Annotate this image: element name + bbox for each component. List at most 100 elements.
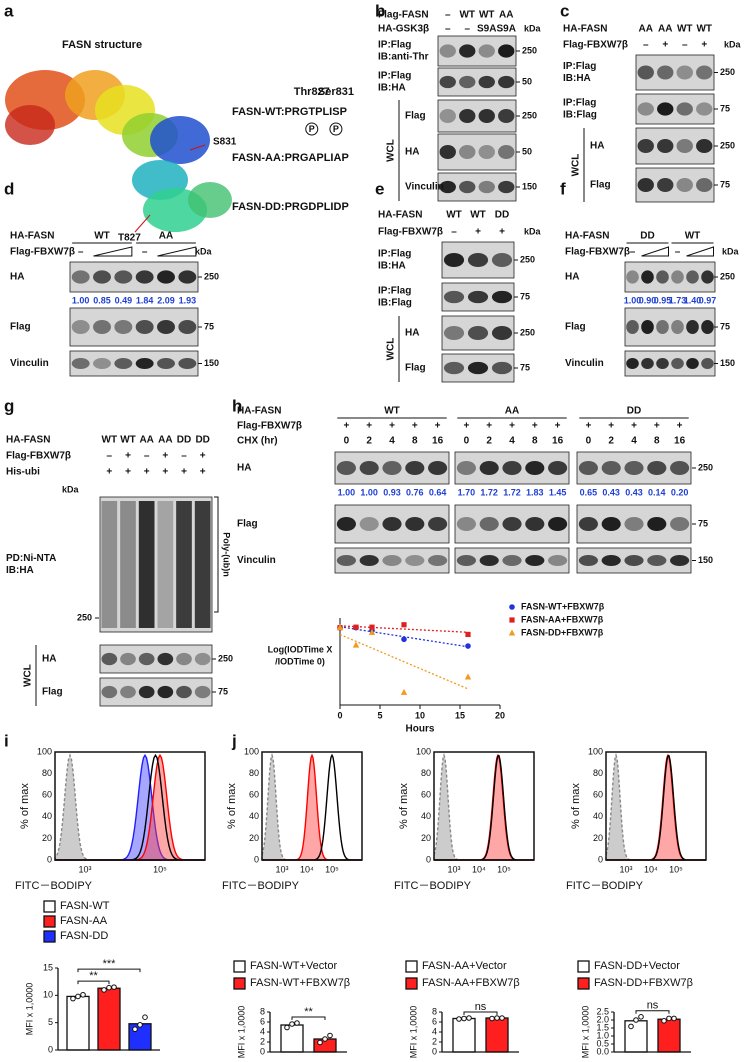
marker-label: 150 xyxy=(522,181,537,191)
smear xyxy=(138,501,155,628)
quant-label: 0.93 xyxy=(383,487,401,497)
wcl-label: WCL xyxy=(386,139,397,162)
lane-label: WT xyxy=(479,10,495,21)
sequence-segment: PLI xyxy=(316,152,333,164)
structure-domain xyxy=(5,105,55,145)
blot-label: HA xyxy=(42,654,56,665)
quant-label: 1.70 xyxy=(458,487,476,497)
x-axis-label: Hours xyxy=(406,724,435,735)
point xyxy=(465,631,471,638)
band xyxy=(479,555,499,566)
replicate-point xyxy=(456,1016,462,1022)
blot-label: HA xyxy=(10,272,24,283)
y-tick-label: 0 xyxy=(47,854,52,864)
sequence-segment: FASN-AA: xyxy=(232,152,285,164)
lane-label: WT xyxy=(470,210,486,221)
marker-label: 75 xyxy=(520,362,530,372)
kda-label: kDa xyxy=(524,226,542,236)
point xyxy=(465,643,471,649)
x-tick-label: 10⁵ xyxy=(325,864,339,874)
replicate-point xyxy=(461,1015,467,1022)
band xyxy=(696,102,713,116)
group-label: AA xyxy=(159,231,173,242)
blot-label: HA xyxy=(237,463,251,474)
band xyxy=(548,461,568,475)
lane-label: 2 xyxy=(608,436,614,447)
blot-label: Flag xyxy=(237,519,258,530)
band xyxy=(359,517,379,531)
replicate-point xyxy=(80,991,86,998)
x-tick-label: 0 xyxy=(337,710,342,720)
replicate-point xyxy=(317,1039,323,1046)
legend-swatch xyxy=(577,960,590,973)
band xyxy=(676,65,693,80)
row-label: HA-FASN xyxy=(565,231,609,242)
band xyxy=(701,358,714,369)
blot-label: IB:anti-Thr xyxy=(378,52,429,63)
lane-label: + xyxy=(585,421,591,432)
band xyxy=(525,517,545,531)
band xyxy=(178,358,197,369)
panel-label: g xyxy=(4,396,14,415)
band xyxy=(135,270,154,284)
y-tick-label: 2 xyxy=(260,1036,265,1046)
y-tick-label: 0 xyxy=(426,854,431,864)
band xyxy=(120,685,136,699)
legend-swatch xyxy=(405,960,418,973)
y-tick-label: 80 xyxy=(421,768,431,778)
bar xyxy=(128,1023,152,1051)
band xyxy=(157,358,175,369)
band xyxy=(405,517,425,531)
row-label: Flag-FBXW7β xyxy=(10,247,75,258)
significance-label: *** xyxy=(103,958,117,970)
lane-label: – xyxy=(144,451,150,462)
y-axis-label: MFI x 1,0000 xyxy=(24,983,34,1036)
smear xyxy=(120,501,136,628)
y-tick-label: 40 xyxy=(42,811,52,821)
band xyxy=(656,320,669,334)
lane-label: DD xyxy=(195,435,209,446)
lane-label: 16 xyxy=(674,436,686,447)
y-axis-label: % of max xyxy=(398,783,410,829)
band xyxy=(498,145,515,159)
marker-label: 150 xyxy=(720,358,735,368)
legend-label: FASN-AA xyxy=(60,915,108,927)
quant-label: 1.00 xyxy=(624,295,642,305)
lane-label: + xyxy=(486,421,492,432)
blot-label: IP:Flag xyxy=(378,286,411,297)
marker-label: 250 xyxy=(522,110,537,120)
band xyxy=(601,461,621,475)
band xyxy=(637,178,654,192)
band xyxy=(626,270,639,284)
legend-label: FASN-DD+FBXW7β xyxy=(594,977,693,989)
blot-label: PD:Ni-NTA xyxy=(6,553,56,564)
y-tick-label: 2.0 xyxy=(596,1014,609,1024)
group-label: AA xyxy=(505,406,519,417)
row-label: Flag-FASN xyxy=(378,10,429,21)
marker-label: 75 xyxy=(720,179,730,189)
bar xyxy=(280,1024,304,1053)
x-tick-label: 10⁵ xyxy=(497,864,511,874)
marker-label: 250 xyxy=(520,254,535,264)
band xyxy=(525,555,545,566)
marker-label: 75 xyxy=(720,321,730,331)
band xyxy=(671,270,684,284)
quant-label: 0.85 xyxy=(93,295,111,305)
y-tick-label: 1.0 xyxy=(596,1030,609,1040)
band xyxy=(456,555,476,566)
legend-label: FASN-WT+FBXW7β xyxy=(521,601,605,611)
band xyxy=(176,685,192,699)
replicate-point xyxy=(101,987,107,993)
band xyxy=(456,517,476,531)
lane-label: + xyxy=(654,421,660,432)
ramp xyxy=(93,246,133,257)
blot-label: HA xyxy=(565,272,579,283)
band xyxy=(647,555,667,566)
x-tick-label: 10³ xyxy=(447,864,460,874)
ramp xyxy=(641,246,669,257)
lane-label: WT xyxy=(677,24,693,35)
quant-label: 1.83 xyxy=(526,487,544,497)
lane-label: + xyxy=(343,421,349,432)
replicate-point xyxy=(638,1014,644,1020)
panel-label: f xyxy=(560,179,566,198)
